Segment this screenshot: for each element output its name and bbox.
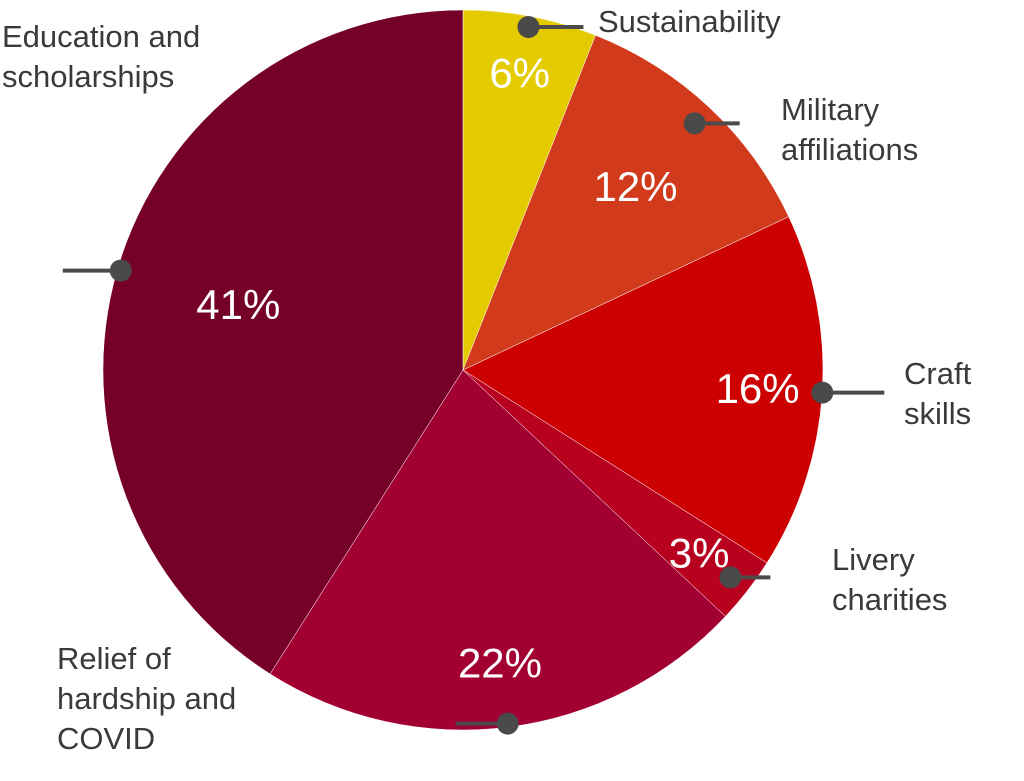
leader-dot <box>496 712 519 735</box>
slice-category-label-line: affiliations <box>781 132 919 167</box>
slice-value-label: 3% <box>669 530 730 577</box>
slice-category-label: Craft skills <box>904 354 971 434</box>
slice-category-label: Livery charities <box>832 540 947 620</box>
slice-category-label-line: COVID <box>57 721 156 756</box>
leader-dot <box>719 566 742 589</box>
leader-lines <box>62 15 885 735</box>
leader-dot <box>109 259 132 282</box>
pie-slices <box>102 9 824 731</box>
slice-category-label-line: Education and <box>2 19 201 54</box>
slice-category-label-line: Relief of <box>57 641 171 676</box>
slice-category-label-line: scholarships <box>2 59 175 94</box>
slice-value-label: 16% <box>716 365 800 412</box>
pie-slice <box>462 34 790 371</box>
slice-category-label: Relief of hardship and COVID <box>57 639 236 759</box>
slice-category-label: Sustainability <box>598 2 781 42</box>
slice-category-label-line: Craft <box>904 356 972 391</box>
slice-category-label-line: Livery <box>832 542 915 577</box>
slice-value-label: 22% <box>458 639 542 686</box>
leader-dot <box>811 381 834 404</box>
slice-value-label: 41% <box>196 281 280 328</box>
slice-category-label-line: skills <box>904 396 972 431</box>
leader-dot <box>683 112 706 135</box>
value-labels: 6% 12% 16% 3% 22% 41% <box>196 49 799 686</box>
slice-value-label: 12% <box>593 163 677 210</box>
leader-dot <box>517 15 540 38</box>
slice-category-label: Education and scholarships <box>2 17 200 97</box>
slice-category-label-line: Sustainability <box>598 4 781 39</box>
slice-category-label-line: hardship and <box>57 681 237 716</box>
slice-category-label: Military affiliations <box>781 90 918 170</box>
slice-category-label-line: Military <box>781 92 880 127</box>
slice-value-label: 6% <box>489 49 550 96</box>
slice-category-label-line: charities <box>832 582 948 617</box>
